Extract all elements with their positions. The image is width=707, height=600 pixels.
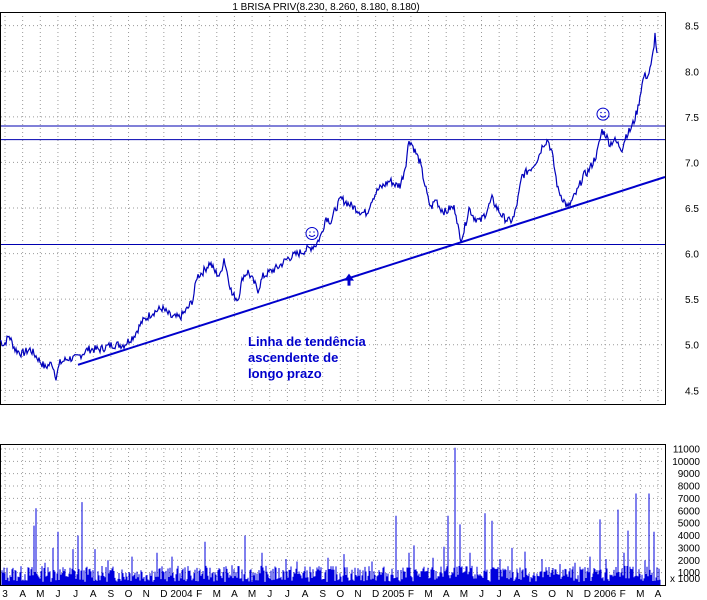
- arrow-head: [344, 273, 354, 281]
- x-tick-label: 3: [2, 589, 8, 600]
- volume-tick-label: 5000: [678, 519, 701, 530]
- x-tick-label: O: [336, 589, 344, 600]
- annotation-line-2: ascendente de: [248, 350, 338, 365]
- smiley-marker: [305, 227, 319, 241]
- volume-tick-label: 11000: [673, 444, 701, 455]
- x-tick-label: A: [19, 589, 26, 600]
- volume-tick-label: 9000: [678, 469, 701, 480]
- x-tick-label: J: [73, 589, 78, 600]
- x-tick-label: N: [354, 589, 361, 600]
- smiley-marker: [596, 107, 610, 121]
- arrow-up-icon: [344, 273, 354, 286]
- horizontal-levels: [1, 125, 665, 245]
- volume-tick-label: 8000: [678, 482, 701, 493]
- annotation-line-3: longo prazo: [248, 366, 322, 381]
- trendline: [77, 176, 666, 366]
- x-tick-label: S: [319, 589, 326, 600]
- x-axis: 3 A M J J A S O N D 2004 F M A M J J A S O N D 2005 F M A M J J A S O N D…: [2, 589, 661, 600]
- x-tick-label: A: [90, 589, 97, 600]
- x-tick-label: M: [248, 589, 256, 600]
- x-tick-label: D: [584, 589, 591, 600]
- x-tick-label: O: [125, 589, 133, 600]
- x-tick-label: J: [267, 589, 272, 600]
- x-tick-label: N: [143, 589, 150, 600]
- volume-tick-label: 3000: [678, 543, 701, 554]
- x-tick-label: A: [513, 589, 520, 600]
- volume-tick-label: 4000: [678, 531, 701, 542]
- volume-panel-frame: [0, 444, 666, 586]
- x-tick-label: O: [548, 589, 556, 600]
- price-tick-label: 6.0: [685, 250, 699, 261]
- price-tick-label: 6.5: [685, 204, 699, 215]
- volume-tick-label: 1000: [678, 568, 701, 579]
- smiley-eye: [604, 111, 606, 114]
- grid-lines: [1, 12, 665, 585]
- smiley-face-outline: [596, 107, 610, 121]
- annotation-line-1: Linha de tendência: [248, 334, 367, 349]
- price-tick-label: 5.5: [685, 295, 699, 306]
- x-tick-label: F: [408, 589, 414, 600]
- smiley-mouth: [308, 234, 316, 238]
- x-tick-label: M: [424, 589, 432, 600]
- x-tick-label: J: [55, 589, 60, 600]
- x-tick-label: D: [372, 589, 379, 600]
- price-series: [0, 32, 658, 381]
- arrow-shaft: [347, 279, 351, 286]
- x-tick-label: J: [479, 589, 484, 600]
- x-tick-label: 2005: [382, 589, 405, 600]
- smiley-eye: [309, 231, 311, 233]
- price-tick-label: 5.0: [685, 341, 699, 352]
- price-tick-label: 4.5: [685, 386, 699, 397]
- smiley-eye: [313, 231, 315, 233]
- x-tick-label: M: [460, 589, 468, 600]
- x-tick-label: M: [36, 589, 44, 600]
- x-tick-label: M: [213, 589, 221, 600]
- price-tick-label: 8.5: [685, 22, 699, 33]
- x-tick-label: F: [620, 589, 626, 600]
- x-tick-label: S: [531, 589, 538, 600]
- x-tick-label: M: [636, 589, 644, 600]
- x-tick-label: N: [566, 589, 573, 600]
- volume-tick-label: 10000: [672, 457, 700, 468]
- x-tick-label: F: [196, 589, 202, 600]
- x-tick-label: A: [302, 589, 309, 600]
- price-line: [0, 32, 658, 381]
- smiley-eye: [600, 111, 602, 114]
- chart-markers: [305, 107, 610, 286]
- volume-tick-label: 6000: [678, 506, 701, 517]
- price-tick-label: 7.5: [685, 113, 699, 124]
- price-axis: 8.5 8.0 7.5 7.0 6.5 6.0 5.5 5.0 4.5: [685, 22, 699, 398]
- volume-multiplier-label: x 1000: [670, 574, 700, 585]
- x-tick-label: D: [160, 589, 167, 600]
- x-tick-label: S: [108, 589, 115, 600]
- trendline-layer: [77, 176, 666, 366]
- volume-tick-label: 7000: [678, 494, 701, 505]
- price-tick-label: 7.0: [685, 158, 699, 169]
- price-tick-label: 8.0: [685, 67, 699, 78]
- x-tick-label: J: [497, 589, 502, 600]
- smiley-mouth: [599, 115, 607, 118]
- x-tick-label: 2006: [594, 589, 617, 600]
- x-tick-label: A: [655, 589, 662, 600]
- chart-title: 1 BRISA PRIV(8.230, 8.260, 8.180, 8.180): [232, 2, 419, 13]
- smiley-face-outline: [305, 227, 319, 241]
- volume-tick-label: 2000: [678, 556, 701, 567]
- price-panel-frame: [0, 12, 666, 405]
- x-tick-label: J: [285, 589, 290, 600]
- x-tick-label: 2004: [170, 589, 193, 600]
- volume-bars: [1, 447, 661, 585]
- x-tick-label: A: [231, 589, 238, 600]
- x-tick-label: A: [443, 589, 450, 600]
